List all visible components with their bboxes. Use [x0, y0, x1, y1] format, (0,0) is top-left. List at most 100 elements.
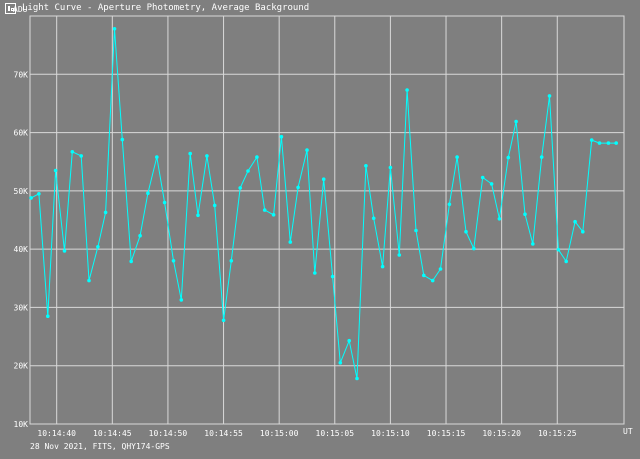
- x-axis-ticks: 10:14:40 10:14:45 10:14:50 10:14:55 10:15:00…: [37, 429, 576, 438]
- data-point: [405, 88, 409, 92]
- data-point: [221, 318, 226, 323]
- x-tick-label: 10:15:25: [538, 429, 577, 438]
- data-point: [480, 175, 485, 180]
- data-point: [556, 247, 561, 252]
- data-point: [447, 202, 452, 207]
- data-point: [37, 192, 41, 196]
- data-point: [296, 185, 300, 190]
- data-point: [46, 314, 50, 319]
- data-point: [305, 148, 309, 152]
- data-point: [246, 169, 250, 173]
- data-point: [62, 249, 67, 253]
- data-point: [155, 155, 159, 159]
- data-point: [438, 267, 443, 271]
- data-point: [29, 196, 33, 200]
- y-tick-label: 40K: [14, 245, 29, 254]
- data-point: [188, 151, 192, 156]
- grid-lines: [30, 16, 624, 424]
- y-tick-label: 70K: [14, 70, 29, 79]
- data-point: [53, 168, 58, 173]
- data-point: [255, 155, 259, 159]
- data-point: [371, 216, 376, 221]
- x-tick-label: 10:15:05: [316, 429, 355, 438]
- data-point: [523, 212, 527, 216]
- data-point: [489, 182, 494, 186]
- data-point: [531, 242, 535, 246]
- data-point: [364, 164, 368, 168]
- data-point: [288, 240, 293, 244]
- data-point: [321, 177, 326, 181]
- data-point: [229, 259, 234, 263]
- y-tick-label: 20K: [14, 362, 29, 371]
- data-point: [238, 186, 242, 190]
- title-bar: Light Curve - Aperture Photometry, Avera…: [0, 0, 640, 16]
- data-point: [330, 274, 335, 279]
- data-point: [179, 298, 184, 302]
- data-point: [112, 27, 117, 31]
- data-point: [414, 228, 418, 233]
- data-point: [347, 338, 352, 343]
- data-point: [388, 165, 393, 170]
- window-title: Light Curve - Aperture Photometry, Avera…: [22, 3, 310, 13]
- data-point: [573, 219, 577, 224]
- data-point: [539, 155, 544, 159]
- series-line: [30, 28, 617, 379]
- y-tick-label: 60K: [14, 129, 29, 138]
- data-point: [171, 259, 176, 263]
- data-point: [70, 150, 75, 154]
- data-point: [103, 210, 108, 215]
- data-point: [87, 278, 91, 283]
- data-point: [514, 119, 518, 124]
- light-curve-app-icon: [5, 2, 16, 14]
- data-point: [422, 273, 426, 278]
- data-point: [614, 141, 618, 145]
- observation-info: 28 Nov 2021, FITS, QHY174-GPS: [30, 442, 170, 451]
- data-point: [279, 134, 284, 139]
- y-axis-label: ADU: [13, 5, 28, 14]
- data-point: [355, 376, 359, 381]
- data-point: [212, 203, 217, 208]
- data-point: [205, 154, 209, 158]
- x-axis-label: UT: [623, 427, 633, 436]
- data-point: [146, 191, 150, 195]
- data-point: [506, 155, 511, 160]
- data-point: [138, 233, 142, 238]
- x-tick-label: 10:15:10: [371, 429, 410, 438]
- data-point: [120, 137, 125, 142]
- x-tick-label: 10:15:00: [260, 429, 299, 438]
- data-point: [262, 208, 267, 212]
- data-point: [581, 229, 585, 234]
- data-point: [338, 361, 343, 365]
- x-tick-label: 10:14:55: [204, 429, 243, 438]
- x-tick-label: 10:14:50: [149, 429, 188, 438]
- data-point: [472, 246, 476, 251]
- y-tick-label: 10K: [14, 420, 29, 429]
- data-point: [162, 200, 167, 205]
- x-tick-label: 10:15:20: [482, 429, 521, 438]
- x-tick-label: 10:15:15: [427, 429, 466, 438]
- data-point: [430, 278, 435, 283]
- y-tick-label: 50K: [14, 187, 29, 196]
- data-point: [564, 259, 568, 264]
- data-point: [597, 141, 602, 145]
- data-point: [589, 138, 594, 142]
- data-point: [547, 94, 552, 98]
- y-tick-label: 30K: [14, 303, 29, 312]
- data-point: [455, 155, 459, 159]
- plot-border: [29, 15, 625, 425]
- data-point: [271, 213, 276, 217]
- data-point: [497, 217, 502, 221]
- data-point: [313, 271, 317, 275]
- data-point: [129, 259, 133, 264]
- data-point: [380, 264, 385, 269]
- y-axis-ticks: 10K 20K 30K 40K 50K 60K 70K: [14, 70, 29, 429]
- data-point: [79, 154, 83, 158]
- data-point: [397, 253, 402, 257]
- x-tick-label: 10:14:40: [37, 429, 76, 438]
- x-tick-label: 10:14:45: [93, 429, 132, 438]
- series-layer: [29, 27, 618, 381]
- data-point: [96, 245, 100, 249]
- data-point: [196, 213, 200, 218]
